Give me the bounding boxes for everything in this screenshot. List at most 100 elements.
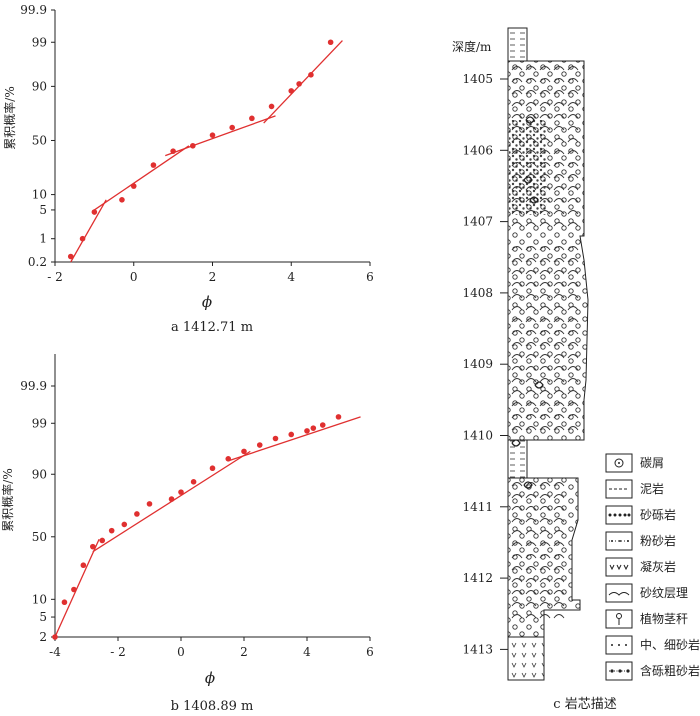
mudstone-icon: 泥岩 xyxy=(605,479,664,499)
panel-c-caption: c 岩芯描述 xyxy=(553,697,616,712)
swatch-glyph xyxy=(616,564,622,571)
y-tick-label: 99.9 xyxy=(20,379,47,393)
ripple-mark xyxy=(553,554,565,559)
ripple-mark xyxy=(511,198,523,203)
ripple-mark xyxy=(553,222,565,227)
y-tick-label: 5 xyxy=(39,610,47,624)
ripple-mark xyxy=(525,150,537,155)
depth-tick-label: 1406 xyxy=(462,143,493,157)
data-point xyxy=(130,183,137,189)
ripple-mark xyxy=(511,282,523,287)
ripple-mark xyxy=(525,590,537,595)
fit-line xyxy=(263,40,343,124)
ripple-mark xyxy=(525,506,537,511)
plant-stem-icon: 植物茎秆 xyxy=(605,609,688,629)
ripple-mark xyxy=(539,426,551,431)
swatch-glyph xyxy=(609,564,615,571)
legend-label: 砂砾岩 xyxy=(640,507,676,522)
ripple-mark xyxy=(511,210,523,215)
ripple-mark xyxy=(567,390,579,395)
ripple-mark xyxy=(511,318,523,323)
ripple-mark xyxy=(567,366,579,371)
ripple-mark xyxy=(511,554,523,559)
ripple-mark xyxy=(553,530,565,535)
ripple-mark xyxy=(511,186,523,191)
carbon-debris-mark xyxy=(529,196,539,204)
ripple-mark xyxy=(511,402,523,407)
data-point xyxy=(209,465,216,472)
ripple-mark xyxy=(553,90,565,95)
data-point xyxy=(91,209,98,215)
ripple-mark xyxy=(553,542,565,547)
ripple-mark xyxy=(525,246,537,251)
carbon-debris-mark xyxy=(511,439,521,447)
ripple-mark xyxy=(539,138,551,143)
pebbly-coarse-sandstone-icon: 含砾粗砂岩 xyxy=(605,661,700,681)
ripple-mark xyxy=(511,162,523,167)
legend-swatch xyxy=(605,557,633,577)
panel-a-y-label: 累积概率/% xyxy=(2,86,17,149)
ripple-mark xyxy=(539,578,551,583)
ripple-mark xyxy=(511,378,523,383)
y-tick-label: 50 xyxy=(32,133,47,147)
ripple-mark xyxy=(567,282,579,287)
ripple-mark xyxy=(553,366,565,371)
ripple-mark xyxy=(567,66,579,71)
data-point xyxy=(71,586,77,593)
data-point xyxy=(178,489,184,495)
data-point xyxy=(288,88,295,94)
ripple-mark xyxy=(511,530,523,535)
ripple-mark xyxy=(553,342,565,347)
ripple-mark xyxy=(525,306,537,311)
y-tick-label: 90 xyxy=(32,79,47,93)
ripple-mark xyxy=(525,162,537,167)
swatch-glyph xyxy=(619,540,621,542)
legend-label: 中、细砂岩 xyxy=(640,637,700,652)
ripple-mark xyxy=(525,330,537,335)
panel-a-caption: a 1412.71 m xyxy=(171,320,253,335)
ripple-mark xyxy=(525,90,537,95)
ripple-mark xyxy=(539,222,551,227)
tuff-icon: 凝灰岩 xyxy=(605,557,676,577)
ripple-mark xyxy=(539,330,551,335)
data-point xyxy=(229,124,235,131)
y-tick-label: 0.2 xyxy=(28,255,47,269)
ripple-mark xyxy=(511,114,523,119)
swatch-glyph xyxy=(623,513,627,517)
legend-label: 含砾粗砂岩 xyxy=(640,663,700,678)
fit-line xyxy=(70,199,107,263)
ripple-mark xyxy=(553,566,565,571)
ripple-mark xyxy=(525,518,537,523)
legend-label: 泥岩 xyxy=(640,481,664,496)
ripple-mark xyxy=(539,602,551,607)
ripple-mark xyxy=(525,378,537,383)
ripple-mark xyxy=(511,354,523,359)
ripple-mark xyxy=(539,174,551,179)
ripple-mark xyxy=(539,518,551,523)
ripple-mark xyxy=(539,78,551,83)
siltstone-icon: 粉砂岩 xyxy=(605,531,676,551)
data-point xyxy=(327,39,334,46)
x-tick-label: 2 xyxy=(240,645,248,659)
panel-b-chart: 2 5 10 50 90 99 99.9 -4 - 2 0 2 4 6 累积概率/% ϕ b 1408… xyxy=(0,354,374,714)
data-point xyxy=(170,148,176,154)
ripple-mark xyxy=(539,590,551,595)
ripple-mark xyxy=(539,210,551,215)
data-point xyxy=(80,562,87,569)
legend-label: 凝灰岩 xyxy=(640,559,676,574)
ripple-mark xyxy=(525,402,537,407)
ripple-mark xyxy=(553,126,565,131)
ripple-mark xyxy=(553,114,565,119)
ripple-mark xyxy=(539,126,551,131)
ripple-mark xyxy=(553,330,565,335)
ripple-mark xyxy=(539,554,551,559)
legend-label: 砂纹层理 xyxy=(640,586,688,600)
ripple-mark xyxy=(511,578,523,583)
ripple-mark xyxy=(511,494,523,499)
y-tick-label: 99 xyxy=(32,416,47,430)
ripple-mark xyxy=(539,342,551,347)
ripple-mark xyxy=(511,270,523,275)
ripple-mark xyxy=(567,126,579,131)
data-point xyxy=(308,72,314,78)
panel-b-caption: b 1408.89 m xyxy=(171,699,254,714)
